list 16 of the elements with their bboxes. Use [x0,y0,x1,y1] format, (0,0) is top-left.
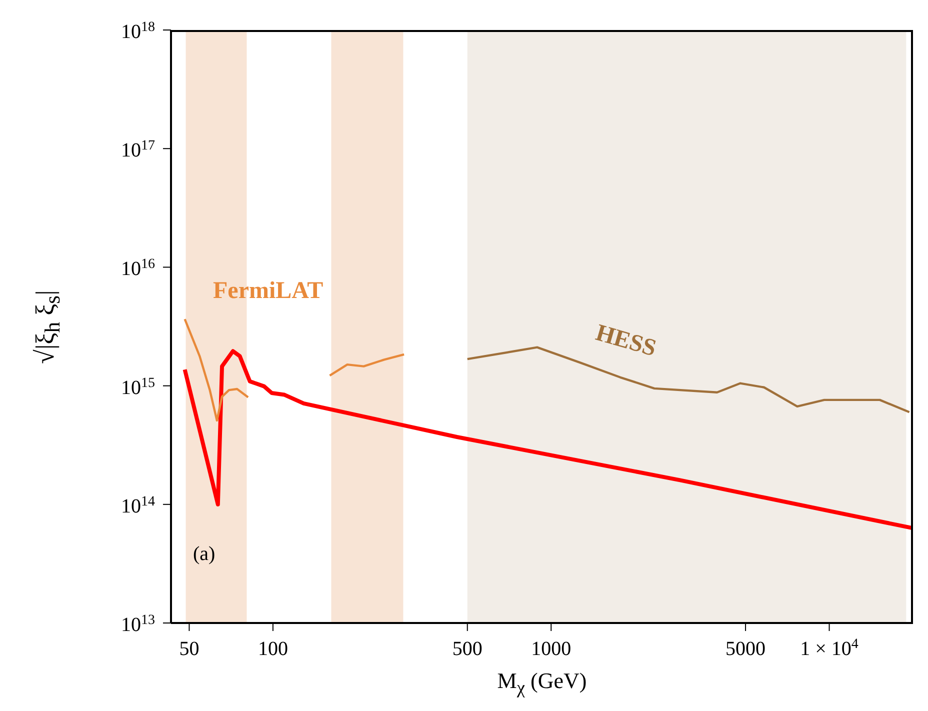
x-tick-label: 5000 [726,638,766,660]
text: HESS [592,320,659,363]
y-tick-label: 10$^{14}$ [121,494,155,518]
x-tick-label: 1 × 10$^{4}$ [800,636,858,660]
y-tick-label: 10$^{13}$ [121,612,155,636]
annotation: (a) [193,543,216,566]
y-tick-label: 10$^{17}$ [121,138,155,162]
y-tick-label: 10$^{18}$ [121,20,155,43]
x-tick-label: 1000 [531,638,572,660]
x-tick-label: 100 [258,638,288,660]
series-label: FermiLAT [213,278,324,305]
x-axis-title: M$_{χ}$ (GeV) [496,668,588,698]
x-tick-label: 50 [179,638,200,660]
y-tick-label: 10$^{15}$ [121,375,155,399]
y-tick-label: 10$^{16}$ [121,256,155,280]
x-tick-label: 500 [452,638,482,660]
